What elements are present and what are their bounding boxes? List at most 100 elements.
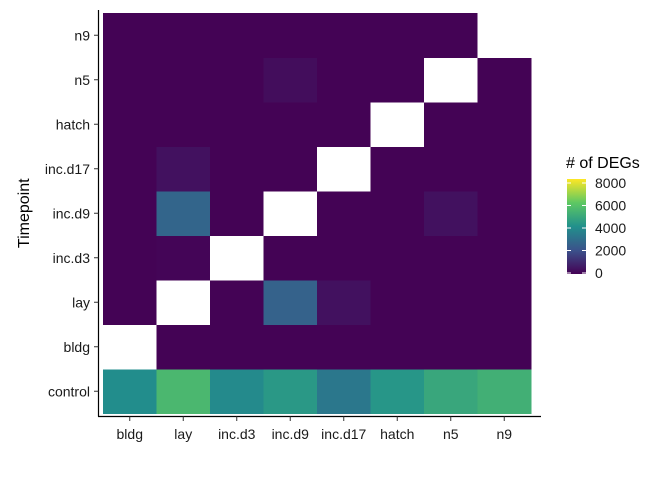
y-tick-label-n5: n5: [74, 72, 90, 88]
x-tick-label-lay: lay: [174, 426, 192, 442]
y-axis-title: Timepoint: [16, 178, 33, 248]
heatmap-cell-hatch-inc.d17: [317, 102, 371, 147]
heatmap-cell-bldg-inc.d3: [210, 324, 264, 370]
heatmap-cell-hatch-hatch: [370, 102, 425, 147]
legend-colorbar: [567, 179, 586, 274]
heatmap-cell-n9-n9: [477, 13, 532, 58]
x-tick-label-n9: n9: [496, 426, 512, 442]
heatmap-cell-control-bldg: [103, 369, 157, 414]
x-tick-label-bldg: bldg: [117, 426, 143, 442]
heatmap-cell-hatch-bldg: [103, 102, 157, 147]
heatmap-cell-bldg-inc.d9: [263, 324, 318, 370]
heatmap-cell-n9-inc.d17: [317, 13, 371, 58]
heatmap-cell-inc.d17-n9: [477, 146, 532, 192]
y-tick-label-n9: n9: [74, 27, 90, 43]
heatmap-cell-inc.d3-bldg: [103, 235, 157, 281]
legend-title: # of DEGs: [566, 155, 640, 172]
legend-label-4000: 4000: [595, 220, 626, 236]
heatmap-cell-lay-n5: [424, 280, 478, 325]
heatmap-cell-control-inc.d9: [263, 369, 318, 414]
y-tick-label-inc.d17: inc.d17: [45, 161, 90, 177]
y-tick-label-inc.d9: inc.d9: [53, 205, 91, 221]
heatmap-cell-lay-bldg: [103, 280, 157, 325]
heatmap-cell-inc.d17-lay: [156, 146, 211, 192]
heatmap-cell-bldg-n5: [424, 324, 478, 370]
heatmap-cell-control-n5: [424, 369, 478, 414]
heatmap-cell-n5-inc.d3: [210, 57, 264, 103]
heatmap-cell-inc.d3-lay: [156, 235, 211, 281]
heatmap-cell-inc.d17-bldg: [103, 146, 157, 192]
heatmap-cell-control-lay: [156, 369, 211, 414]
heatmap-cell-inc.d9-lay: [156, 191, 211, 236]
heatmap-cell-inc.d17-inc.d3: [210, 146, 264, 192]
heatmap-cell-lay-inc.d17: [317, 280, 371, 325]
heatmap-cell-inc.d3-inc.d9: [263, 235, 318, 281]
heatmap-cell-n9-inc.d3: [210, 13, 264, 58]
x-tick-label-inc.d9: inc.d9: [272, 426, 310, 442]
heatmap-cell-n9-hatch: [370, 13, 425, 58]
legend-label-2000: 2000: [595, 243, 626, 259]
heatmap-cell-inc.d3-inc.d3: [210, 235, 264, 281]
x-tick-label-hatch: hatch: [380, 426, 414, 442]
color-legend: # of DEGs 8000 6000 4000 2000 0: [566, 155, 640, 281]
heatmap-cell-bldg-hatch: [370, 324, 425, 370]
heatmap-cell-lay-inc.d9: [263, 280, 318, 325]
heatmap-cell-lay-lay: [156, 280, 211, 325]
heatmap-cell-inc.d3-inc.d17: [317, 235, 371, 281]
heatmap-cell-inc.d3-hatch: [370, 235, 425, 281]
heatmap-cell-n9-bldg: [103, 13, 157, 58]
heatmap-cell-hatch-inc.d9: [263, 102, 318, 147]
heatmap-cell-n5-bldg: [103, 57, 157, 103]
heatmap-cell-control-inc.d17: [317, 369, 371, 414]
heatmap-cell-inc.d9-bldg: [103, 191, 157, 236]
heatmap-cell-n5-n9: [477, 57, 532, 103]
heatmap-cell-inc.d17-inc.d9: [263, 146, 318, 192]
legend-label-8000: 8000: [595, 175, 626, 191]
x-axis-ticks: bldg lay inc.d3 inc.d9 inc.d17 hatch n5 n9: [117, 416, 512, 442]
heatmap-cell-bldg-inc.d17: [317, 324, 371, 370]
y-tick-label-lay: lay: [72, 294, 90, 310]
heatmap-cell-hatch-lay: [156, 102, 211, 147]
heatmap-cell-hatch-inc.d3: [210, 102, 264, 147]
heatmap-cell-n5-inc.d9: [263, 57, 318, 103]
heatmap-cell-inc.d17-n5: [424, 146, 478, 192]
heatmap-cell-control-inc.d3: [210, 369, 264, 414]
y-tick-label-hatch: hatch: [56, 116, 90, 132]
x-tick-label-inc.d17: inc.d17: [321, 426, 366, 442]
y-tick-label-bldg: bldg: [64, 339, 90, 355]
heatmap-cell-lay-inc.d3: [210, 280, 264, 325]
heatmap-cell-control-n9: [477, 369, 532, 414]
heatmap-cell-n5-hatch: [370, 57, 425, 103]
heatmap-cell-n9-n5: [424, 13, 478, 58]
y-tick-label-inc.d3: inc.d3: [53, 250, 91, 266]
legend-label-0: 0: [595, 265, 603, 281]
heatmap-cell-inc.d9-inc.d3: [210, 191, 264, 236]
heatmap-cell-lay-n9: [477, 280, 532, 325]
heatmap-cell-n9-lay: [156, 13, 211, 58]
heatmap-cell-inc.d3-n5: [424, 235, 478, 281]
y-axis-ticks: control bldg lay inc.d3 inc.d9 inc.d17 hatch n5…: [45, 27, 99, 399]
heatmap-cell-inc.d9-inc.d17: [317, 191, 371, 236]
heatmap-cell-n9-inc.d9: [263, 13, 318, 58]
legend-label-6000: 6000: [595, 198, 626, 214]
heatmap-cell-n5-n5: [424, 57, 478, 103]
heatmap-cell-bldg-bldg: [103, 324, 157, 370]
heatmap-cells: [103, 13, 532, 414]
heatmap-cell-hatch-n5: [424, 102, 478, 147]
x-tick-label-inc.d3: inc.d3: [218, 426, 256, 442]
heatmap-cell-lay-hatch: [370, 280, 425, 325]
heatmap-cell-bldg-lay: [156, 324, 211, 370]
heatmap-cell-inc.d9-n5: [424, 191, 478, 236]
heatmap-cell-hatch-n9: [477, 102, 532, 147]
y-tick-label-control: control: [48, 383, 90, 399]
heatmap-cell-bldg-n9: [477, 324, 532, 370]
heatmap-cell-n5-lay: [156, 57, 211, 103]
x-tick-label-n5: n5: [443, 426, 459, 442]
heatmap-cell-inc.d9-inc.d9: [263, 191, 318, 236]
heatmap-cell-inc.d17-hatch: [370, 146, 425, 192]
heatmap-cell-control-hatch: [370, 369, 425, 414]
heatmap-cell-inc.d9-hatch: [370, 191, 425, 236]
heatmap-cell-inc.d9-n9: [477, 191, 532, 236]
heatmap-cell-inc.d3-n9: [477, 235, 532, 281]
